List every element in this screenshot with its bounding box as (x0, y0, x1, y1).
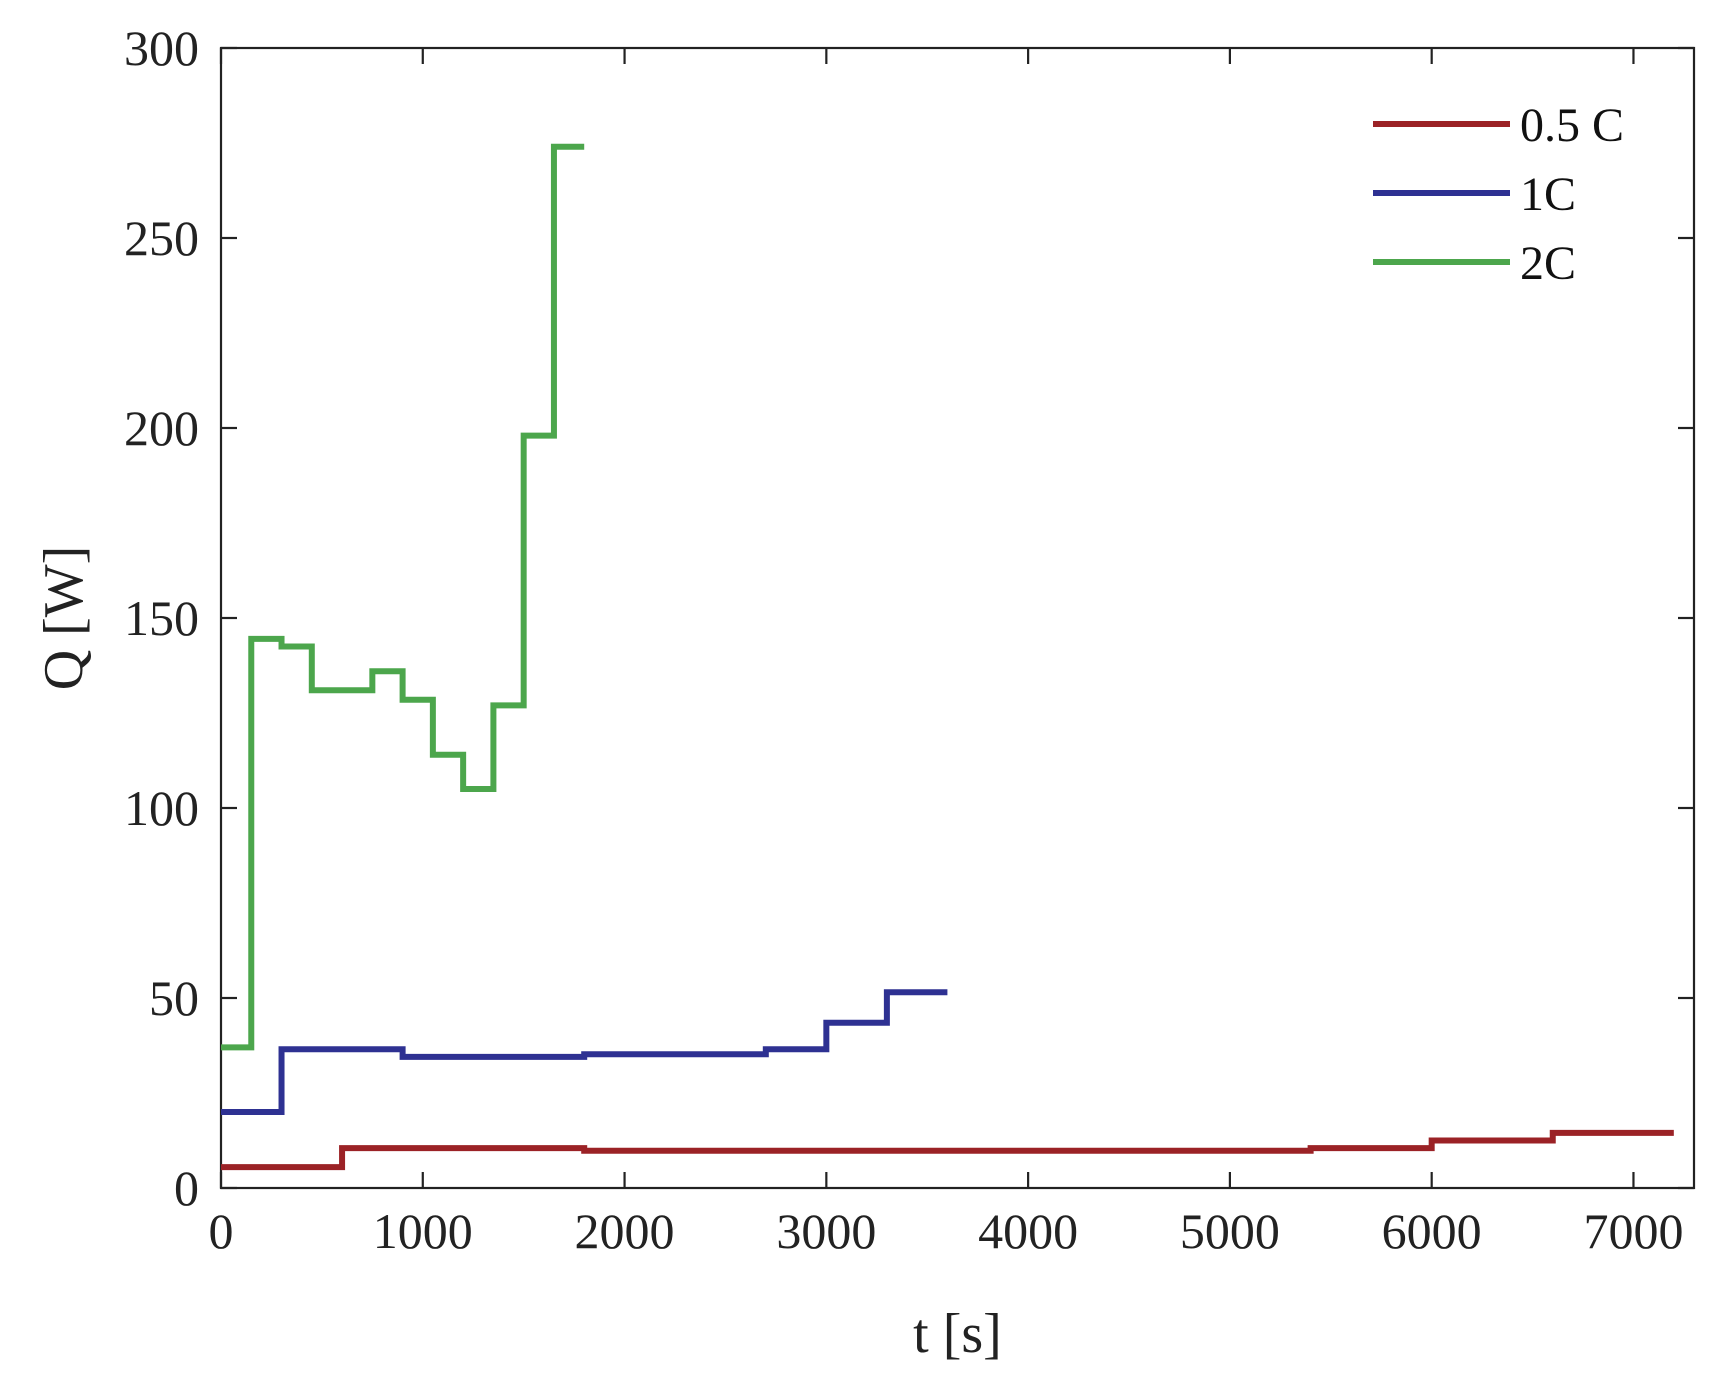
y-tick-label: 100 (124, 780, 199, 836)
legend-label: 2C (1520, 237, 1576, 290)
y-tick-label: 150 (124, 590, 199, 646)
axes-frame (219, 46, 1696, 1190)
y-tick-label: 300 (124, 20, 199, 76)
y-tick-label: 250 (124, 210, 199, 266)
x-tick-label: 3000 (776, 1203, 876, 1259)
x-tick-label: 7000 (1583, 1203, 1683, 1259)
legend: 0.5 C 1C 2C (1373, 99, 1624, 290)
x-tick-label: 5000 (1180, 1203, 1280, 1259)
x-tick-label: 6000 (1382, 1203, 1482, 1259)
series-line-1c (221, 989, 948, 1115)
plot-area (219, 46, 1696, 1190)
y-tick-label: 0 (174, 1160, 199, 1216)
y-tick-label: 200 (124, 400, 199, 456)
x-tick-label: 4000 (978, 1203, 1078, 1259)
series-layer (221, 143, 1674, 1171)
series-line-0-5-c (221, 1129, 1674, 1171)
x-tick-label: 1000 (373, 1203, 473, 1259)
x-tick-label: 0 (209, 1203, 234, 1259)
x-tick-label: 2000 (575, 1203, 675, 1259)
y-tick-label: 50 (149, 970, 199, 1026)
series-line-2c (221, 143, 585, 1051)
ticks-layer: 0 1000 2000 3000 4000 5000 6000 7000 0 50 100 150 20… (124, 20, 1694, 1259)
y-axis-label: Q [W] (33, 546, 95, 691)
legend-label: 1C (1520, 168, 1576, 221)
legend-label: 0.5 C (1520, 99, 1624, 152)
x-axis-label: t [s] (913, 1303, 1002, 1365)
